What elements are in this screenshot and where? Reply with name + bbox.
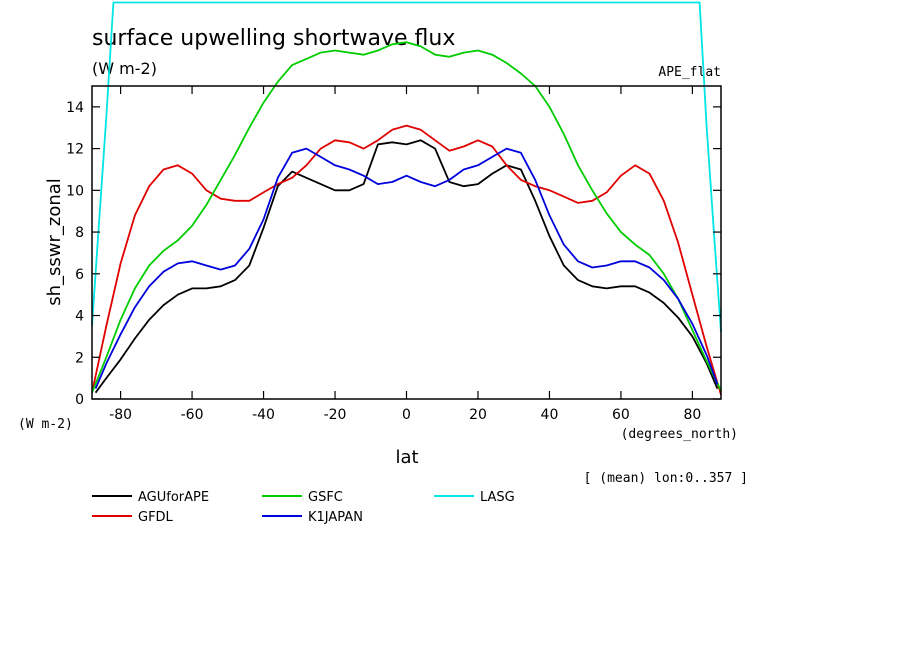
- x-tick-label: 40: [541, 407, 559, 423]
- series-line-gfdl: [91, 124, 722, 396]
- y-axis-units: (W m-2): [18, 417, 73, 432]
- x-axis-label: lat: [395, 447, 418, 468]
- y-tick-label: 6: [75, 267, 84, 283]
- legend-label-k1japan: K1JAPAN: [308, 510, 363, 525]
- x-tick-label: 20: [469, 407, 487, 423]
- plot-frame: [91, 85, 722, 400]
- series-line-gsfc: [91, 41, 722, 394]
- chart-units: (W m-2): [92, 59, 157, 78]
- x-tick-label: -60: [181, 407, 204, 423]
- x-axis-units: (degrees_north): [621, 427, 738, 442]
- y-tick-label: 14: [66, 100, 84, 116]
- legend-label-lasg: LASG: [480, 490, 515, 505]
- x-tick-label: -20: [324, 407, 347, 423]
- x-ticks: -80 -60 -40 -20 0 20 40 60 80: [109, 86, 701, 423]
- x-tick-label: 60: [612, 407, 630, 423]
- legend: AGUforAPE GFDL GSFC K1JAPAN LASG: [92, 490, 515, 525]
- legend-label-gsfc: GSFC: [308, 490, 343, 505]
- legend-label-aguforape: AGUforAPE: [138, 490, 209, 505]
- series-layer: [91, 1, 722, 396]
- y-axis-label: sh_sswr_zonal: [44, 178, 65, 306]
- series-line-lasg: [91, 1, 722, 333]
- y-ticks: 0 2 4 6 8 10 12 14: [66, 100, 721, 408]
- averaging-note: [ (mean) lon:0..357 ]: [584, 471, 748, 486]
- y-tick-label: 10: [66, 183, 84, 199]
- x-tick-label: 0: [402, 407, 411, 423]
- y-tick-label: 2: [75, 350, 84, 366]
- x-tick-label: -40: [252, 407, 275, 423]
- series-line-aguforape: [94, 139, 719, 394]
- experiment-label: APE_flat: [658, 65, 721, 80]
- y-tick-label: 8: [75, 225, 84, 241]
- legend-label-gfdl: GFDL: [138, 510, 174, 525]
- y-tick-label: 0: [75, 392, 84, 408]
- x-tick-label: 80: [683, 407, 701, 423]
- series-line-k1japan: [94, 147, 719, 389]
- y-tick-label: 12: [66, 142, 84, 158]
- chart-title: surface upwelling shortwave flux: [92, 26, 455, 51]
- x-tick-label: -80: [109, 407, 132, 423]
- y-tick-label: 4: [75, 309, 84, 325]
